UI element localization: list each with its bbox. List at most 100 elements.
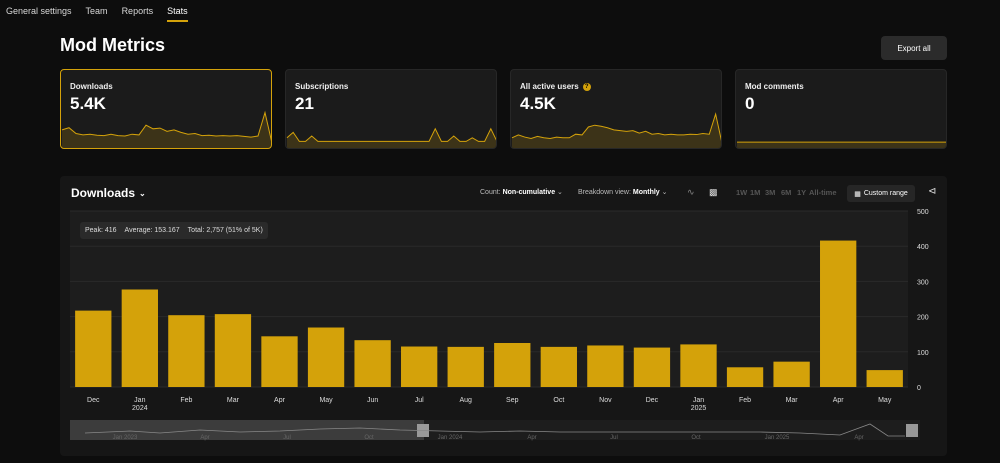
help-icon[interactable]: ? [582, 82, 591, 91]
count-label: Count: [480, 189, 501, 196]
navigator-label: Apr [200, 435, 209, 441]
x-tick-label: Aug [459, 397, 472, 404]
x-tick-label: Jan [134, 397, 145, 404]
card-mod-comments[interactable]: Mod comments 0 [735, 69, 947, 149]
card-label-wrap: All active users ? [520, 82, 591, 91]
card-value: 5.4K [70, 94, 106, 113]
card-value: 4.5K [520, 94, 556, 113]
count-value: Non-cumulative [502, 189, 556, 196]
x-tick-label: Mar [786, 397, 799, 404]
card-subscriptions[interactable]: Subscriptions 21 [285, 69, 497, 149]
x-tick-label: Oct [553, 397, 564, 404]
y-tick-label: 0 [917, 385, 921, 392]
x-tick-label: 2025 [691, 405, 707, 412]
sparkline-area [512, 114, 721, 148]
chevron-down-icon: ⌄ [557, 189, 563, 196]
card-value: 0 [745, 94, 755, 113]
x-tick-label: Dec [646, 397, 659, 404]
plot-background [70, 211, 908, 387]
card-label: All active users [520, 82, 579, 91]
range-1w[interactable]: 1W [736, 188, 748, 197]
x-tick-label: Apr [833, 397, 845, 404]
sparkline-area [287, 128, 496, 148]
y-tick-label: 100 [917, 350, 929, 357]
bar [447, 346, 484, 387]
navigator-label: Apr [527, 435, 536, 441]
bar [261, 336, 298, 387]
tab-stats[interactable]: Stats [167, 2, 188, 22]
bar [214, 314, 252, 387]
range-3m[interactable]: 3M [765, 188, 776, 197]
bar [354, 340, 391, 387]
x-tick-label: Mar [227, 397, 240, 404]
chart-stats: Peak: 416 Average: 153.167 Total: 2,757 … [80, 222, 268, 239]
x-tick-label: May [878, 397, 892, 404]
bar [540, 346, 577, 387]
stat-total: Total: 2,757 (51% of 5K) [187, 227, 263, 234]
range-6m[interactable]: 6M [781, 188, 792, 197]
chevron-down-icon: ⌄ [139, 188, 146, 198]
breakdown-select[interactable]: Breakdown view: Monthly ⌄ [578, 188, 668, 196]
sparkline-line [61, 110, 271, 142]
panel-title-dropdown[interactable]: Downloads ⌄ [71, 186, 146, 200]
navigator-label: Jul [610, 435, 618, 441]
chevron-down-icon: ⌄ [661, 189, 668, 196]
y-tick-label: 400 [917, 244, 929, 251]
navigator-line [84, 423, 905, 437]
navigator-label: Jan 2024 [438, 435, 463, 441]
card-label: Subscriptions [295, 82, 349, 91]
export-all-button[interactable]: Export all [881, 36, 947, 60]
range-all-time[interactable]: All-time [809, 188, 837, 197]
breakdown-label: Breakdown view: [578, 189, 631, 196]
stat-average: Average: 153.167 [124, 227, 180, 234]
share-icon[interactable]: ⊲ [928, 186, 937, 197]
x-tick-label: Nov [599, 397, 612, 404]
navigator-label: Oct [691, 435, 701, 441]
line-chart-icon[interactable]: ∿ [687, 187, 695, 197]
navigator-label: Oct [364, 435, 374, 441]
card-label: Mod comments [745, 82, 804, 91]
bar [866, 370, 903, 387]
y-tick-label: 500 [917, 209, 929, 216]
bar [726, 367, 764, 387]
card-value: 21 [295, 94, 314, 113]
sparkline-area [737, 142, 946, 148]
bar [168, 315, 205, 387]
bar-chart-icon[interactable]: ▩ [709, 187, 718, 197]
card-active-users[interactable]: All active users ? 4.5K [510, 69, 722, 149]
navigator-label: Jul [283, 435, 291, 441]
tab-general-settings[interactable]: General settings [6, 6, 72, 16]
range-1m[interactable]: 1M [750, 188, 761, 197]
bar [307, 327, 345, 387]
bar [680, 344, 717, 387]
bar [633, 347, 671, 387]
card-label: Downloads [70, 82, 113, 91]
navigator-mask [70, 420, 424, 440]
stat-peak: Peak: 416 [85, 227, 117, 234]
x-tick-label: May [319, 397, 333, 404]
range-1y[interactable]: 1Y [797, 188, 807, 197]
y-tick-label: 300 [917, 279, 929, 286]
navigator-label: Jan 2025 [765, 435, 790, 441]
sparkline-line [511, 112, 721, 141]
navigator-label: Apr [854, 435, 863, 441]
navigator-label: Jan 2023 [113, 435, 138, 441]
card-downloads[interactable]: Downloads 5.4K [60, 69, 272, 149]
y-tick-label: 200 [917, 315, 929, 322]
count-select[interactable]: Count: Non-cumulative ⌄ [480, 188, 563, 196]
x-tick-label: Sep [506, 397, 519, 404]
tab-team[interactable]: Team [85, 6, 108, 16]
bar [773, 361, 810, 387]
bar [587, 345, 624, 387]
custom-range-button[interactable]: ▦ Custom range [847, 185, 915, 202]
x-tick-label: Jul [415, 397, 424, 404]
sparkline [511, 112, 721, 148]
bar [121, 289, 158, 387]
tab-reports[interactable]: Reports [121, 6, 154, 16]
x-tick-label: Jan [693, 397, 704, 404]
x-tick-label: Apr [274, 397, 286, 404]
x-tick-label: Feb [739, 397, 751, 404]
x-tick-label: Dec [87, 397, 100, 404]
bar [75, 310, 112, 387]
